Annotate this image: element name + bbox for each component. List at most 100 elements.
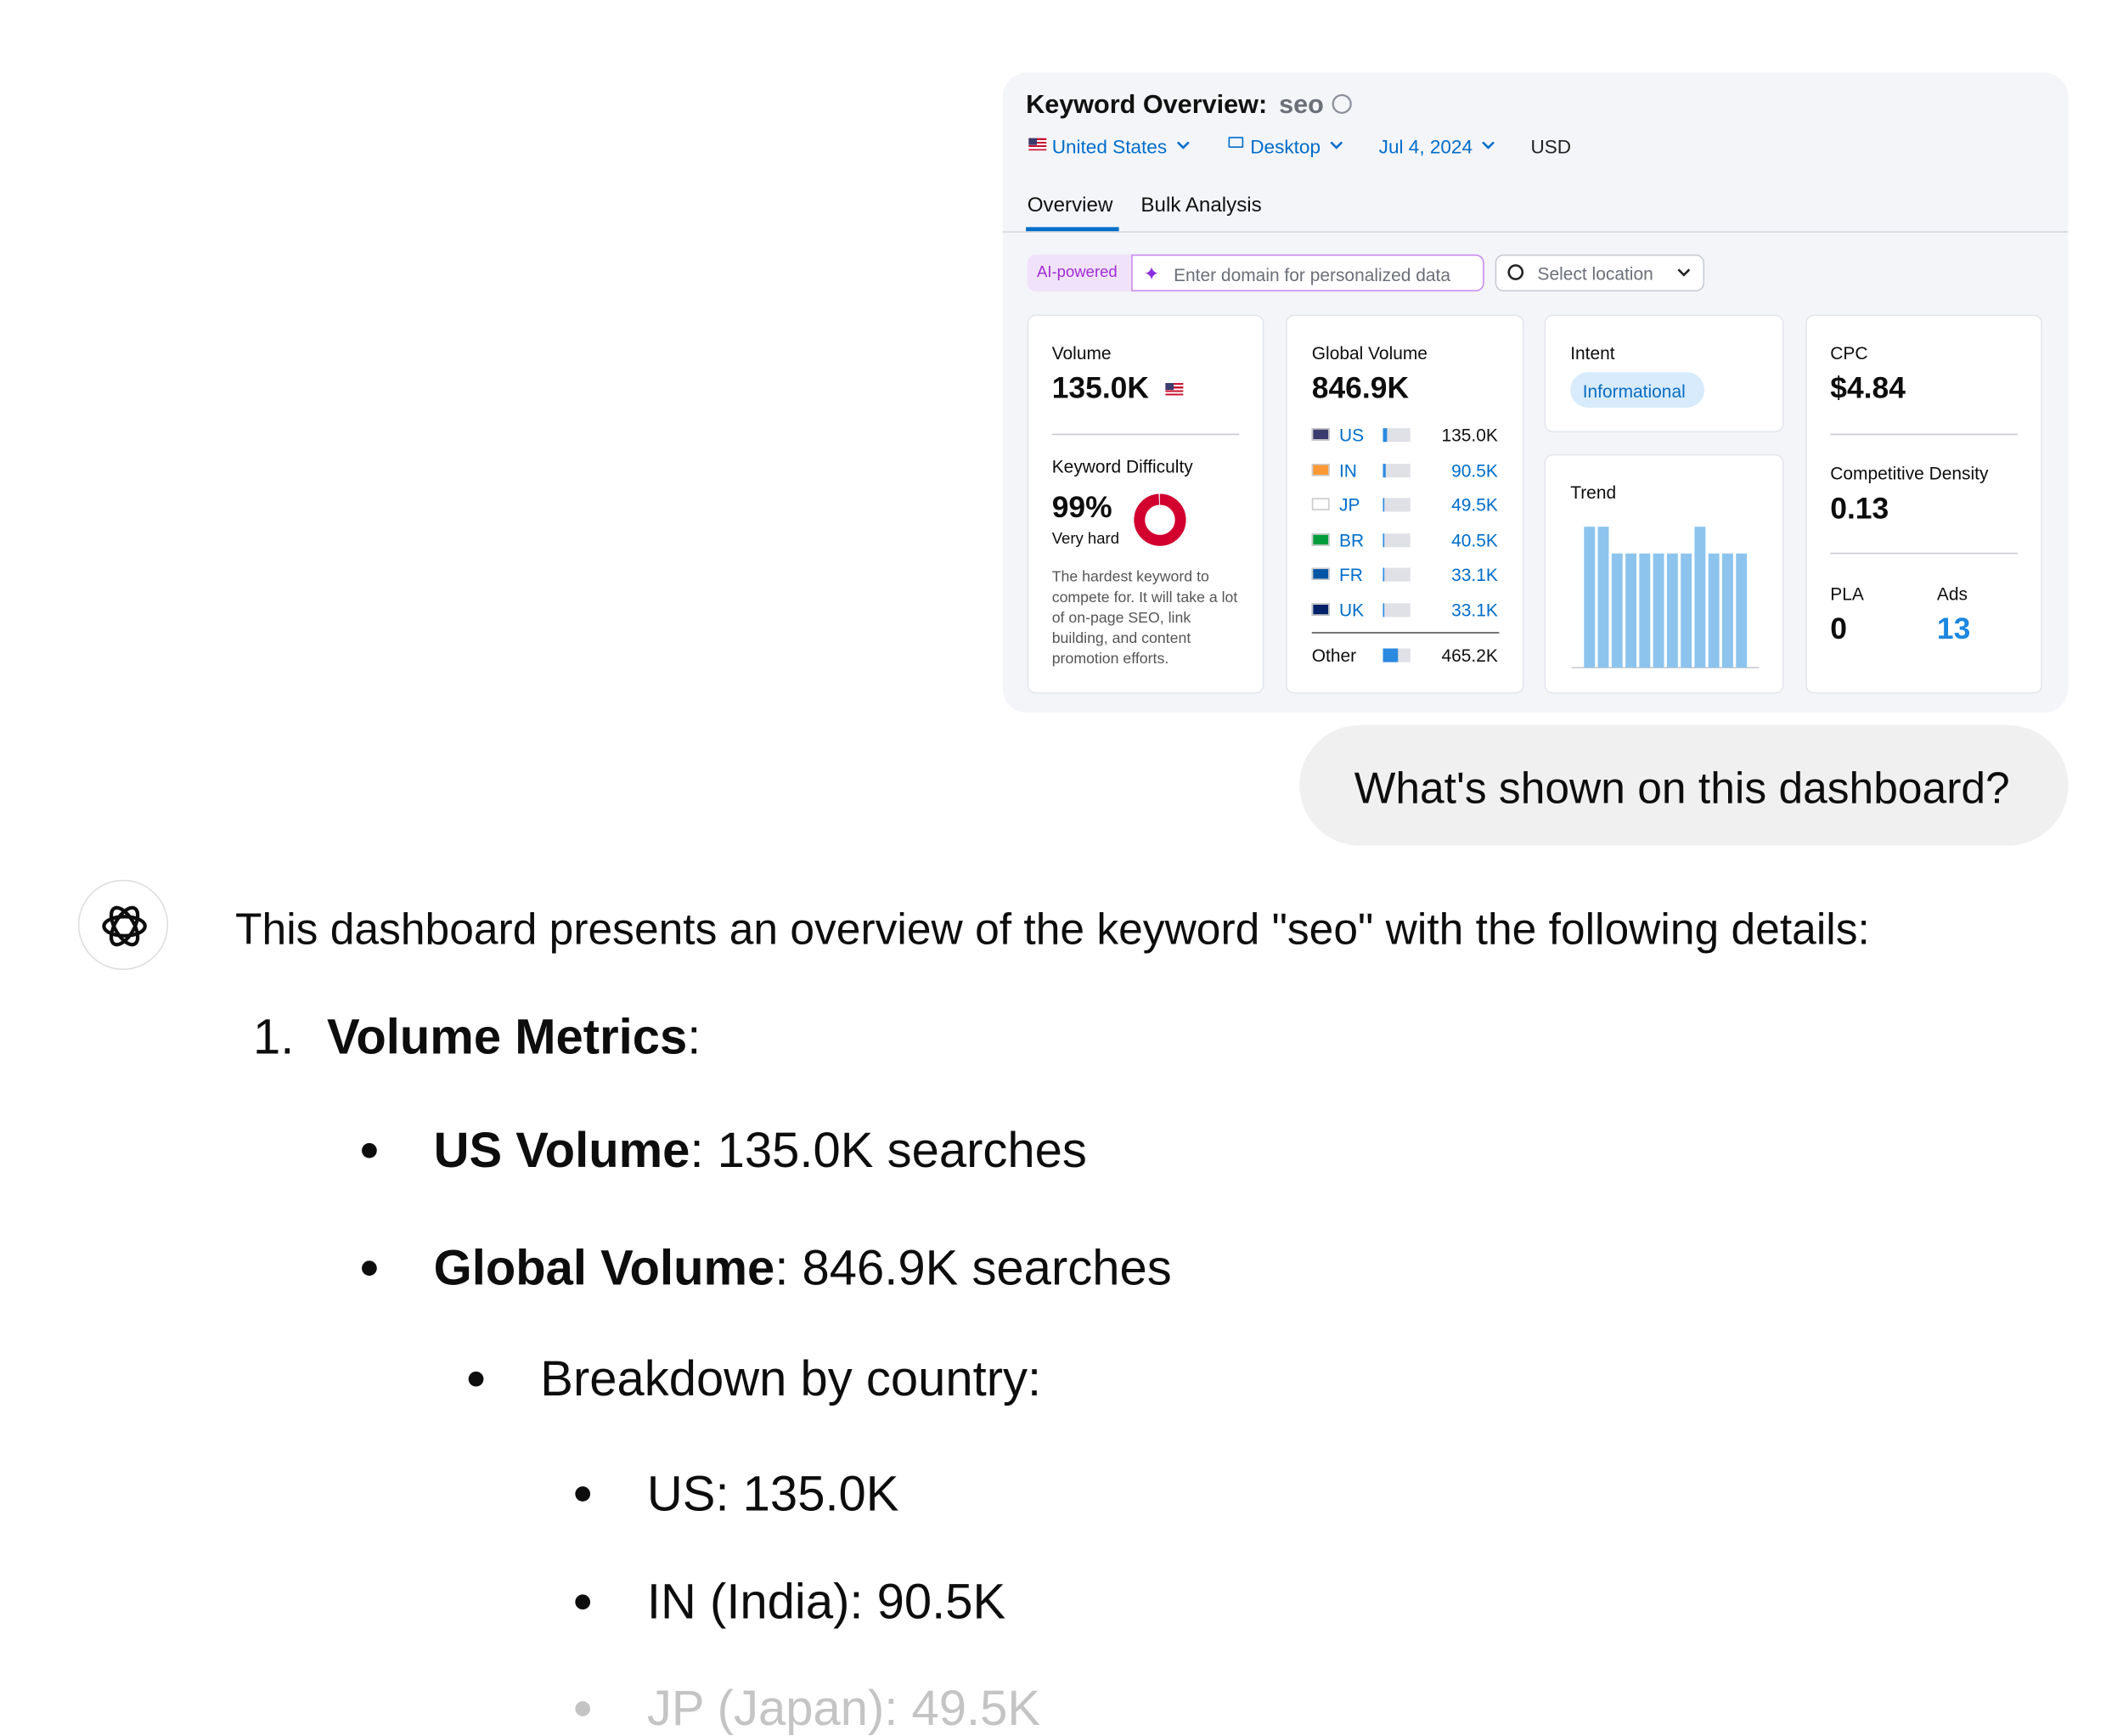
divider [1051, 433, 1240, 436]
sub-heading: Breakdown by country: [540, 1350, 1042, 1406]
big-value: $4.84 [1830, 370, 1906, 405]
label: Volume [1051, 342, 1112, 364]
country-volume: 40.5K [1451, 529, 1498, 551]
tab[interactable]: Overview [1027, 193, 1113, 217]
section-title: Volume Metrics [326, 1008, 688, 1065]
trend-bar [1611, 553, 1623, 668]
location-placeholder[interactable]: Select location [1537, 263, 1653, 285]
country-code: JP [1338, 494, 1360, 516]
share-bar [1382, 568, 1384, 583]
country-code: Other [1311, 645, 1357, 666]
filter[interactable]: Jul 4, 2024 [1378, 135, 1473, 158]
trend-bar [1694, 527, 1706, 668]
trend-bar [1721, 553, 1733, 668]
label: Ads [1936, 583, 1968, 605]
share-bar [1382, 463, 1386, 477]
location-select[interactable] [1495, 254, 1705, 292]
trend-bar [1736, 553, 1748, 668]
share-track [1382, 498, 1411, 512]
country-code: FR [1338, 565, 1363, 586]
sub-item: IN (India): 90.5K [646, 1573, 1006, 1630]
trend-bar [1708, 553, 1720, 668]
user-bubble [1299, 724, 2069, 846]
share-bar [1382, 603, 1384, 617]
country-volume: 33.1K [1451, 565, 1498, 586]
kd-level: Very hard [1051, 531, 1120, 548]
share-track [1382, 428, 1411, 442]
section-title-suffix: : [687, 1008, 701, 1065]
list-item: Global Volume: 846.9K searches [434, 1243, 1172, 1293]
intent-pill [1570, 372, 1705, 409]
domain-input[interactable] [1131, 254, 1484, 292]
country-volume: 49.5K [1451, 494, 1498, 516]
country-volume: 465.2K [1441, 645, 1498, 666]
share-bar [1382, 648, 1399, 662]
item-text: : 846.9K searches [774, 1239, 1172, 1296]
avatar-logo [102, 905, 147, 947]
bullet [362, 1142, 377, 1158]
sparkle-icon: ✦ [1143, 262, 1160, 285]
flag-icon [1311, 533, 1330, 546]
response-intro: This dashboard presents an overview of t… [235, 904, 1870, 954]
trend-bar [1681, 553, 1692, 668]
divider [1830, 433, 2018, 436]
pin-icon [1507, 264, 1524, 280]
share-bar [1382, 428, 1388, 442]
big-value: 846.9K [1311, 370, 1410, 405]
share-track [1382, 568, 1411, 583]
tab-underline [1026, 227, 1119, 232]
tab-divider [1002, 231, 2069, 233]
big-value: 135.0K [1051, 370, 1149, 405]
section-heading: Volume Metrics: [327, 1012, 701, 1062]
domain-placeholder[interactable]: Enter domain for personalized data [1174, 264, 1451, 285]
label: Keyword Difficulty [1051, 456, 1193, 477]
dashboard-title: Keyword Overview: [1026, 91, 1268, 120]
country-code: UK [1338, 600, 1365, 621]
country-code: IN [1338, 459, 1357, 481]
label: Global Volume [1311, 342, 1428, 364]
tab[interactable]: Bulk Analysis [1140, 193, 1262, 217]
label: CPC [1830, 342, 1868, 364]
label: PLA [1830, 583, 1864, 605]
divider [1311, 632, 1500, 634]
label: Competitive Density [1830, 463, 1989, 484]
list-item: US Volume: 135.0K searches [434, 1125, 1087, 1175]
trend-bar [1584, 527, 1596, 668]
keyword: seo [1279, 91, 1324, 120]
label: Intent [1570, 342, 1615, 364]
country-code: BR [1338, 529, 1365, 551]
bullet [468, 1371, 484, 1387]
country-code: US [1338, 425, 1365, 446]
us-flag-canton [1165, 383, 1174, 391]
share-track [1382, 463, 1411, 477]
big-value: 99% [1051, 489, 1112, 524]
bullet [362, 1260, 377, 1277]
share-track [1382, 533, 1411, 547]
item-text: : 135.0K searches [690, 1121, 1087, 1178]
filter: USD [1530, 135, 1572, 158]
bullet [575, 1701, 591, 1716]
chevron [1330, 141, 1343, 149]
trend-bar [1639, 553, 1651, 668]
user-message: What's shown on this dashboard? [1354, 763, 2010, 813]
trend-bar [1625, 553, 1637, 668]
trend-bar [1666, 553, 1678, 668]
kd-donut [1134, 493, 1186, 546]
divider [1830, 552, 2018, 555]
ai-badge: AI-powered [1036, 264, 1118, 281]
country-volume: 135.0K [1441, 425, 1498, 446]
sub-item: JP (Japan): 49.5K [646, 1680, 1041, 1736]
item-label: US Volume [433, 1121, 690, 1178]
chevron [1482, 141, 1495, 149]
label: Trend [1570, 482, 1617, 503]
add-icon [1332, 93, 1352, 115]
trend-bar [1597, 527, 1609, 668]
share-track [1382, 603, 1411, 617]
filter[interactable]: Desktop [1250, 135, 1321, 158]
big-value: 0.13 [1830, 491, 1889, 526]
intent-value: Informational [1582, 380, 1686, 402]
filter[interactable]: United States [1051, 135, 1168, 158]
share-bar [1382, 498, 1385, 512]
kd-description: The hardest keyword to compete for. It w… [1051, 569, 1238, 668]
